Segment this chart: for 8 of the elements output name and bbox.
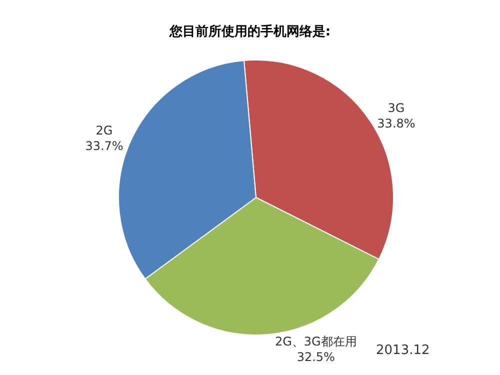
slice-label: 2G、3G都在用 [274,334,357,348]
slice-label: 2G [96,124,113,138]
data-label: 32.5% [296,350,335,364]
data-label: 33.7% [85,139,124,154]
text: 2013.12 [376,343,430,358]
slice-label: 3G [388,100,405,115]
data-label: 33.8% [377,116,416,130]
chart-title: 您目前所使用的手机网络是: [168,23,331,40]
